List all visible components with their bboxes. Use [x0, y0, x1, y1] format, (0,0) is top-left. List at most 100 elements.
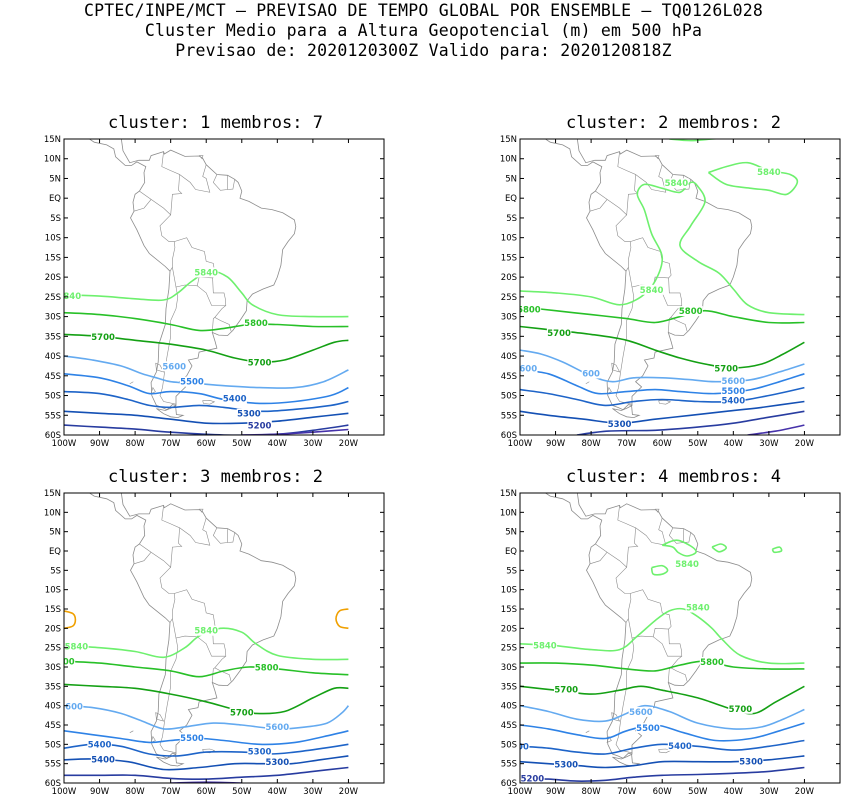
lat-label: 55S [501, 760, 517, 770]
contour-label-bg [674, 559, 700, 570]
lon-label: 90W [90, 787, 110, 797]
country-border [589, 552, 608, 565]
country-border [589, 199, 608, 212]
contour-label: 5840 [640, 286, 664, 296]
map-frame [63, 138, 385, 436]
island-outline [585, 381, 590, 384]
lon-label: 60W [197, 439, 217, 449]
lat-label: 50S [501, 740, 517, 750]
contour-label: 5400 [91, 755, 115, 765]
country-border [214, 655, 232, 682]
map-panel-cluster-4: 5840 5840 5840 5800 5700 5700 5600 5500 400 5400 5… [500, 489, 841, 797]
country-border [595, 151, 639, 216]
map-frame [63, 492, 385, 784]
lon-label: 90W [90, 439, 110, 449]
contour-label: 5600 [513, 365, 537, 375]
lon-label: 20W [795, 787, 815, 797]
lon-label: 40W [724, 787, 744, 797]
lon-label: 40W [268, 439, 288, 449]
lon-label: 60W [197, 787, 217, 797]
lat-label: 40S [45, 702, 61, 712]
contour-line-5800 [520, 305, 805, 324]
country-border [628, 237, 672, 288]
lat-label: 15S [45, 605, 61, 615]
contour-line-5600 [520, 349, 805, 383]
lat-label: 10S [45, 586, 61, 596]
lat-label: 55S [501, 411, 517, 421]
contour-line-5800 [520, 660, 805, 672]
figure-title-line-3: Previsao de: 2020120300Z Valido para: 20… [175, 41, 672, 60]
country-border [159, 637, 179, 754]
country-border [139, 505, 183, 568]
contour-label: 5300 [739, 757, 763, 767]
contour-label: 5800 [255, 663, 279, 673]
contour-label: 5700 [547, 329, 571, 339]
contour-label-bg [247, 357, 272, 368]
lat-label: 10S [501, 234, 517, 244]
contour-label-bg [520, 773, 545, 783]
lat-label: 35S [501, 682, 517, 692]
country-border [179, 518, 211, 546]
lon-label: 100W [52, 439, 77, 449]
lon-label: 90W [546, 439, 566, 449]
island-outline [129, 730, 134, 733]
contour-label-bg [532, 640, 558, 651]
lat-label: 15S [501, 253, 517, 263]
island-outline [150, 386, 156, 395]
contour-line-5200 [576, 410, 805, 435]
contour-label-bg [87, 739, 112, 750]
lon-label: 90W [546, 787, 566, 797]
country-border [635, 518, 667, 546]
contour-line-5100 [747, 424, 805, 435]
contour-label: 5600 [59, 702, 83, 712]
lat-label: 30S [501, 663, 517, 673]
contour-line-5200 [520, 766, 805, 782]
contour-label: 5800 [244, 319, 268, 329]
contour-line-5880 [64, 610, 77, 630]
contour-label: 5700 [248, 358, 272, 368]
contour-label: 5840 [194, 268, 218, 278]
contour-label-bg [667, 740, 693, 751]
contour-line-5840 [711, 543, 727, 553]
lat-label: 15S [45, 253, 61, 263]
country-border [635, 164, 667, 193]
south-america-coastline [88, 139, 297, 411]
lat-label: 30S [45, 663, 61, 673]
map-frame [519, 138, 841, 436]
lat-label: 50S [45, 740, 61, 750]
map-content: 5840 5840 5840 5800 5700 5700 5600 5500 400 5400 5… [520, 493, 805, 783]
contour-label: 600 [582, 369, 600, 379]
contour-label-bg [699, 657, 725, 667]
lat-label: 10N [44, 155, 61, 165]
lat-label: 15N [500, 489, 517, 499]
panel-title-cluster-3: cluster: 3 membros: 2 [108, 467, 323, 487]
lat-label: 15N [44, 489, 61, 499]
contour-line-5700 [520, 325, 805, 369]
lat-label: 10N [500, 508, 517, 518]
contour-label-bg [520, 304, 542, 315]
contour-label-bg [678, 306, 703, 317]
country-border [615, 286, 635, 405]
contour-label: 5700 [554, 685, 578, 695]
contour-label: 5840 [533, 641, 557, 651]
contour-label-bg [194, 267, 219, 278]
country-border [683, 532, 691, 543]
country-border [214, 305, 232, 332]
contour-label: 5600 [265, 723, 289, 733]
contour-line-5500 [520, 722, 805, 742]
country-border [668, 667, 671, 683]
contour-label-bg [243, 317, 269, 328]
lat-label: 20S [501, 624, 517, 634]
country-border [139, 151, 183, 216]
lat-label: 15N [44, 135, 61, 145]
contour-line-5300 [64, 410, 349, 425]
contour-label: 5840 [675, 560, 699, 570]
lat-label: 5S [50, 566, 61, 576]
country-border [159, 566, 176, 623]
island-outline [611, 362, 621, 373]
lat-label: 55S [45, 760, 61, 770]
lat-label: 20S [45, 273, 61, 283]
contour-line-5700 [64, 333, 349, 363]
contour-label-bg [90, 754, 116, 765]
contour-label-bg [756, 167, 782, 178]
